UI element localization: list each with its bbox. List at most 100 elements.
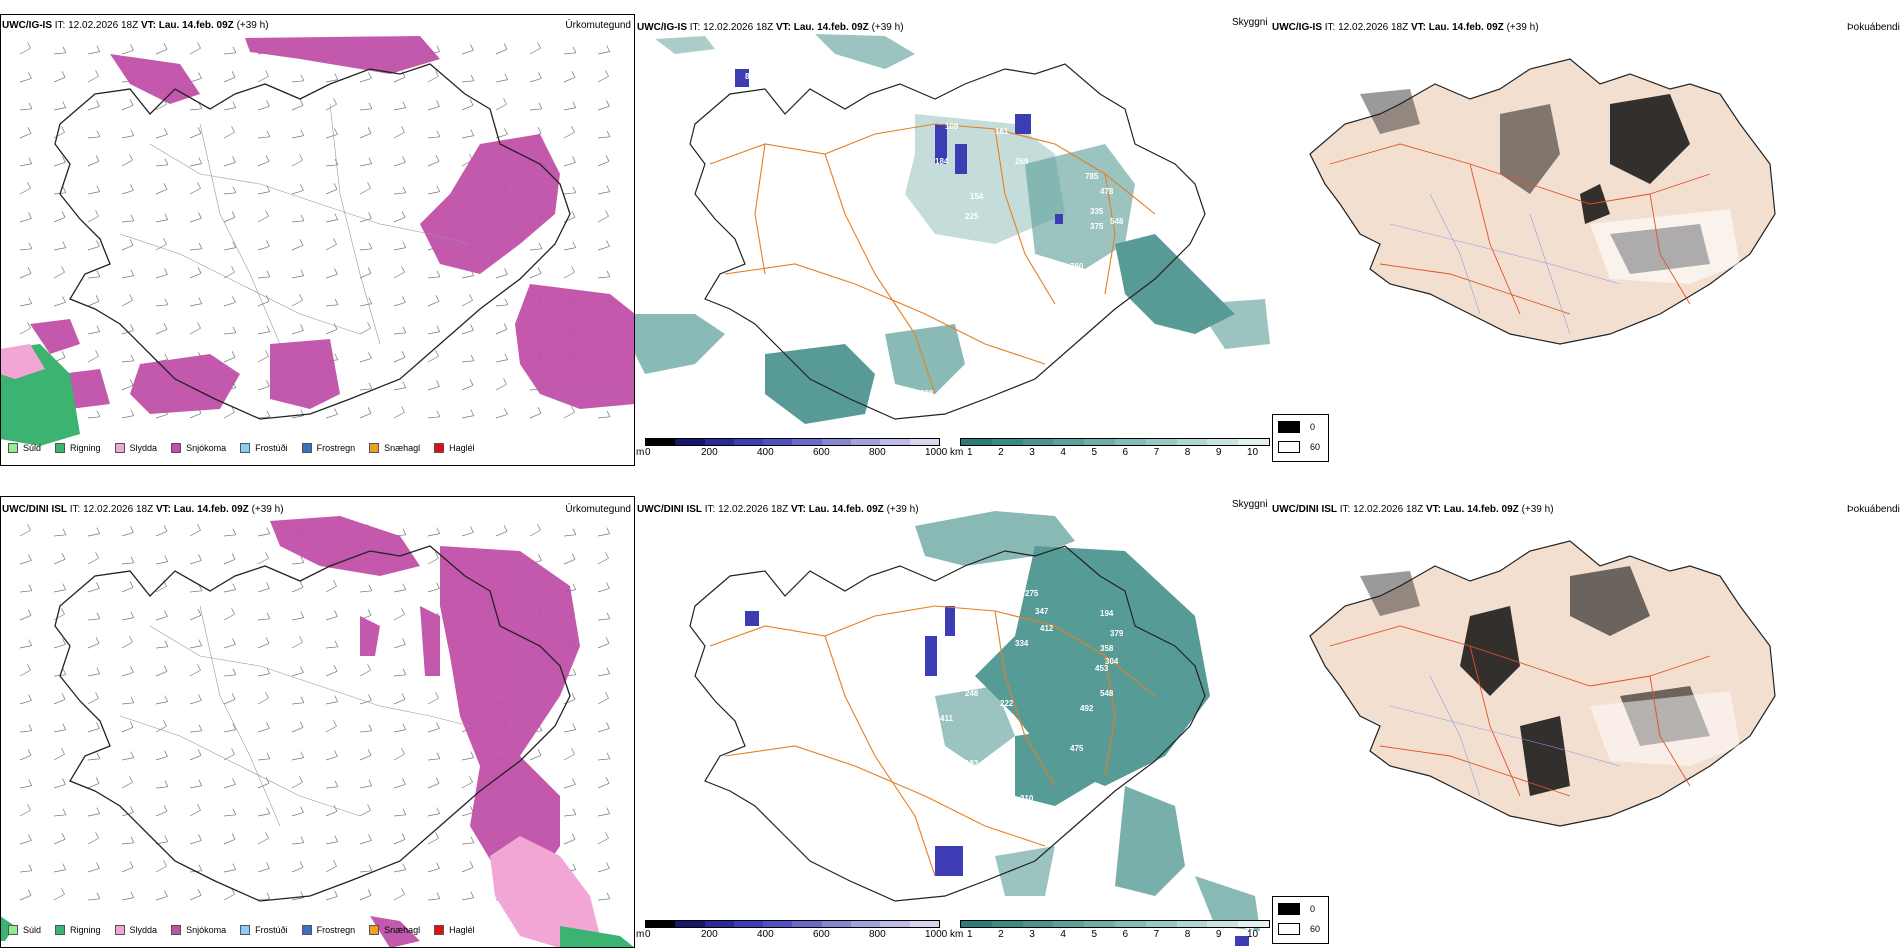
legend-swatch: [369, 443, 380, 453]
init-time: IT: 12.02.2026 18Z: [54, 20, 139, 31]
wind-barb: [223, 186, 237, 195]
wind-barb: [427, 270, 441, 279]
visibility-value: 304: [1105, 657, 1119, 666]
precip-type-panel-row1: UWC/IG-IS IT: 12.02.2026 18Z VT: Lau. 14…: [0, 14, 635, 466]
legend-item-frostregn: Frostregn: [301, 925, 355, 935]
wind-barb: [19, 609, 32, 621]
wind-barb: [461, 354, 475, 363]
legend-swatch: [8, 925, 18, 935]
colorbar-tick: 6: [1122, 929, 1129, 940]
panel-title-row2-c: UWC/DINI ISL IT: 12.02.2026 18Z VT: Lau.…: [1272, 504, 1554, 516]
wind-barb: [427, 155, 440, 167]
fog-legend-label-60: 60: [1310, 442, 1321, 452]
wind-barb: [87, 777, 100, 789]
wind-barb: [325, 720, 337, 733]
colorbar-segment: [1114, 921, 1146, 927]
wind-barb: [291, 154, 303, 167]
wind-barb: [291, 836, 305, 845]
wind-barb: [155, 890, 168, 901]
wind-barb: [257, 777, 270, 789]
colorbar-m-row1: [645, 438, 940, 446]
wind-barb: [495, 298, 509, 307]
iceland-outline: [54, 63, 571, 420]
wind-barb: [53, 723, 67, 733]
colorbar-segment: [733, 921, 764, 927]
wind-barb: [529, 749, 542, 761]
wind-barb: [325, 323, 338, 335]
wind-barb: [393, 211, 406, 223]
wind-barb: [597, 832, 609, 845]
wind-barb: [291, 74, 305, 83]
wind-barb: [325, 128, 338, 139]
wind-barb: [291, 184, 304, 195]
wind-barb: [19, 212, 32, 223]
colorbar-segment: [1114, 439, 1146, 445]
colorbar-segment: [763, 439, 793, 445]
legend-swatch: [114, 925, 125, 935]
wind-barb: [325, 408, 338, 419]
colorbar-tick: 0: [645, 447, 651, 458]
wind-barb: [19, 864, 33, 873]
wind-barb: [359, 864, 373, 873]
wind-barb: [529, 407, 542, 419]
colorbar-tick: 2: [998, 929, 1004, 940]
wind-barb: [189, 322, 201, 335]
legend-swatch: [434, 925, 445, 935]
wind-barb: [87, 722, 100, 733]
wind-barb: [597, 807, 611, 817]
valid-time: Lau. 14.feb. 09Z: [173, 504, 249, 515]
wind-barb: [359, 182, 371, 195]
legend-item-snjókoma: Snjókoma: [171, 443, 226, 453]
wind-barb: [461, 861, 474, 873]
wind-barb: [291, 721, 304, 733]
wind-barb: [189, 779, 203, 789]
wind-barb: [53, 693, 66, 705]
legend-label: Súld: [23, 925, 42, 935]
wind-barb: [121, 99, 134, 111]
visibility-label-row1: Skyggni: [1232, 17, 1268, 28]
wind-barb: [87, 270, 101, 279]
fog-legend-label-0: 0: [1310, 904, 1316, 914]
wind-barb: [359, 724, 373, 733]
wind-barb: [563, 723, 577, 733]
colorbar-segment: [1053, 921, 1085, 927]
wind-barb: [19, 524, 31, 537]
wind-barb: [155, 780, 169, 789]
fog-map-row1: [1309, 58, 1776, 345]
wind-barb: [189, 157, 203, 167]
wind-barb: [223, 668, 237, 677]
wind-barb: [121, 294, 133, 307]
wind-barb: [87, 752, 101, 761]
visibility-value: 347: [1035, 607, 1049, 616]
panel-title-row2-a: UWC/DINI ISL IT: 12.02.2026 18Z VT: Lau.…: [2, 504, 284, 516]
wind-barb: [393, 888, 405, 901]
wind-barb: [359, 157, 373, 167]
wind-barb: [189, 102, 203, 111]
wind-barb: [223, 723, 237, 733]
wind-barb: [223, 46, 237, 55]
precip-type-panel-row2: UWC/DINI ISL IT: 12.02.2026 18Z VT: Lau.…: [0, 496, 635, 948]
colorbar-segment: [961, 921, 992, 927]
wind-barb: [291, 666, 304, 677]
colorbar-segment: [991, 439, 1023, 445]
wind-barb: [461, 526, 474, 537]
wind-barb: [257, 527, 271, 537]
wind-barb: [257, 637, 270, 649]
model-name: UWC/IG-IS: [1272, 22, 1322, 33]
colorbar-tick: 9: [1215, 447, 1222, 458]
wind-barb: [359, 242, 373, 251]
wind-barb: [563, 778, 576, 789]
wind-barb: [427, 380, 440, 391]
colorbar-tick: 7: [1153, 447, 1160, 458]
wind-barb: [121, 44, 134, 55]
wind-barb: [359, 584, 373, 593]
wind-barb: [597, 185, 611, 195]
wind-barb: [223, 211, 236, 223]
wind-barb: [87, 295, 100, 307]
wind-barb: [189, 749, 202, 761]
wind-barb: [359, 382, 373, 391]
wind-barb: [87, 130, 101, 139]
wind-barb: [529, 42, 541, 55]
legend-label: Slydda: [129, 443, 158, 453]
